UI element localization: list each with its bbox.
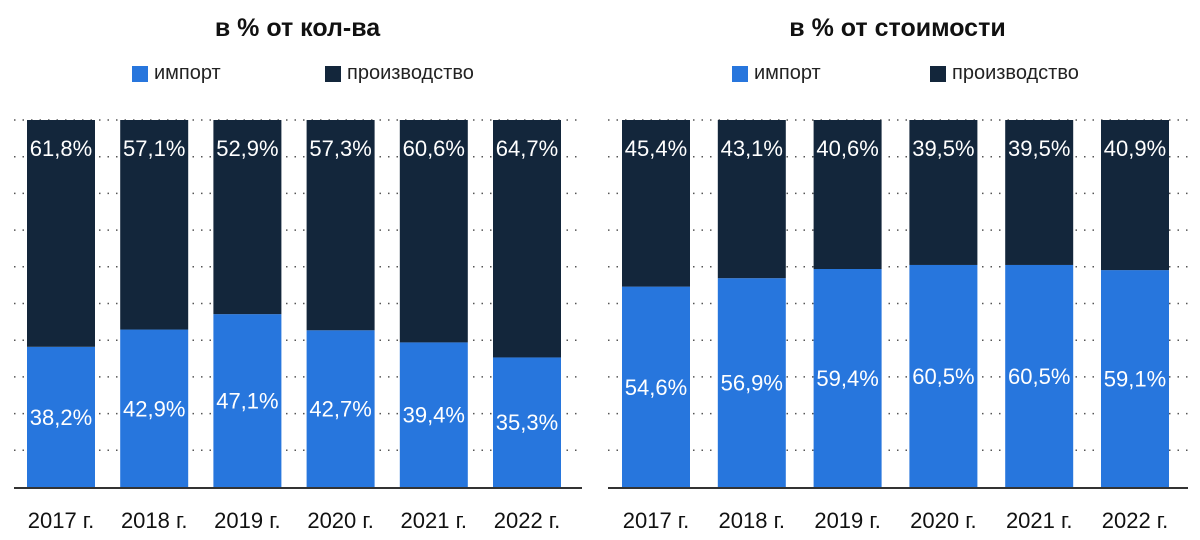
bar-import: [813, 269, 882, 487]
x-tick-label: 2022 г.: [494, 508, 561, 533]
legend-label: импорт: [154, 62, 221, 84]
chart-title: в % от кол-ва: [214, 14, 381, 42]
data-label-import: 56,9%: [721, 371, 783, 396]
bar-production: [306, 120, 375, 331]
data-label-production: 45,4%: [625, 136, 687, 161]
data-label-production: 40,6%: [816, 136, 878, 161]
bar-production: [120, 120, 189, 330]
bar-import: [493, 357, 561, 487]
chart-title: в % от стоимости: [789, 14, 1006, 42]
bar-import: [399, 342, 468, 487]
data-label-import: 42,7%: [309, 397, 371, 422]
chart-svg: 61,8% 38,2% 2017 г. 57,1% 42,9% 2018 г. 52,9% 4…: [14, 119, 582, 533]
data-label-import: 59,4%: [816, 366, 878, 391]
bar-production: [717, 120, 786, 279]
bar-production: [1101, 120, 1169, 271]
data-label-import: 39,4%: [403, 403, 465, 428]
legend-item-import: импорт: [132, 62, 221, 85]
bar-import: [622, 286, 690, 487]
data-label-production: 57,1%: [123, 136, 185, 161]
bar-production: [1005, 120, 1074, 265]
data-label-production: 52,9%: [216, 136, 278, 161]
x-tick-label: 2018 г.: [121, 508, 188, 533]
x-tick-label: 2017 г.: [623, 508, 690, 533]
bar-production: [909, 120, 978, 265]
data-label-production: 39,5%: [1008, 136, 1070, 161]
data-label-production: 40,9%: [1104, 136, 1166, 161]
bar-import: [120, 329, 189, 487]
legend-swatch: [930, 65, 946, 82]
x-tick-label: 2020 г.: [307, 508, 374, 533]
data-label-import: 42,9%: [123, 396, 185, 421]
bar-production: [622, 120, 690, 287]
x-tick-label: 2019 г.: [214, 508, 281, 533]
x-tick-label: 2019 г.: [814, 508, 881, 533]
bar-import: [213, 314, 282, 487]
data-label-production: 43,1%: [721, 136, 783, 161]
legend-item-production: производство: [930, 62, 1079, 85]
bar-import: [1005, 264, 1074, 487]
data-label-production: 61,8%: [30, 136, 92, 161]
legend-swatch: [732, 65, 748, 82]
bar-import: [27, 346, 95, 487]
data-label-production: 57,3%: [309, 136, 371, 161]
x-tick-label: 2017 г.: [28, 508, 95, 533]
x-tick-label: 2020 г.: [910, 508, 977, 533]
bar-production: [213, 120, 282, 315]
bar-import: [306, 330, 375, 487]
data-label-production: 60,6%: [403, 136, 465, 161]
x-tick-label: 2022 г.: [1102, 508, 1169, 533]
bar-import: [717, 278, 786, 487]
bar-production: [27, 120, 95, 347]
legend-swatch: [132, 65, 148, 82]
data-label-import: 47,1%: [216, 389, 278, 414]
bar-production: [399, 120, 468, 343]
legend-label: импорт: [754, 62, 821, 84]
chart-svg: 45,4% 54,6% 2017 г. 43,1% 56,9% 2018 г. 40,6% 5…: [608, 119, 1188, 533]
bar-import: [909, 264, 978, 487]
x-tick-label: 2021 г.: [1006, 508, 1073, 533]
legend-label: производство: [347, 62, 474, 84]
data-label-import: 54,6%: [625, 375, 687, 400]
bar-import: [1101, 270, 1169, 487]
data-label-import: 60,5%: [912, 364, 974, 389]
x-tick-label: 2018 г.: [719, 508, 786, 533]
data-label-import: 60,5%: [1008, 364, 1070, 389]
data-label-import: 38,2%: [30, 405, 92, 430]
data-label-import: 59,1%: [1104, 367, 1166, 392]
legend-item-import: импорт: [732, 62, 821, 85]
chart-value: в % от стоимости импорт производство 45,…: [595, 0, 1200, 540]
bar-production: [493, 120, 561, 358]
data-label-import: 35,3%: [496, 410, 558, 435]
legend-label: производство: [952, 62, 1079, 84]
legend-swatch: [325, 65, 341, 82]
bar-production: [813, 120, 882, 270]
chart-quantity: в % от кол-ва импорт производство 61,8% 3…: [0, 0, 595, 540]
legend-item-production: производство: [325, 62, 474, 85]
x-tick-label: 2021 г.: [401, 508, 468, 533]
data-label-production: 39,5%: [912, 136, 974, 161]
data-label-production: 64,7%: [496, 136, 558, 161]
